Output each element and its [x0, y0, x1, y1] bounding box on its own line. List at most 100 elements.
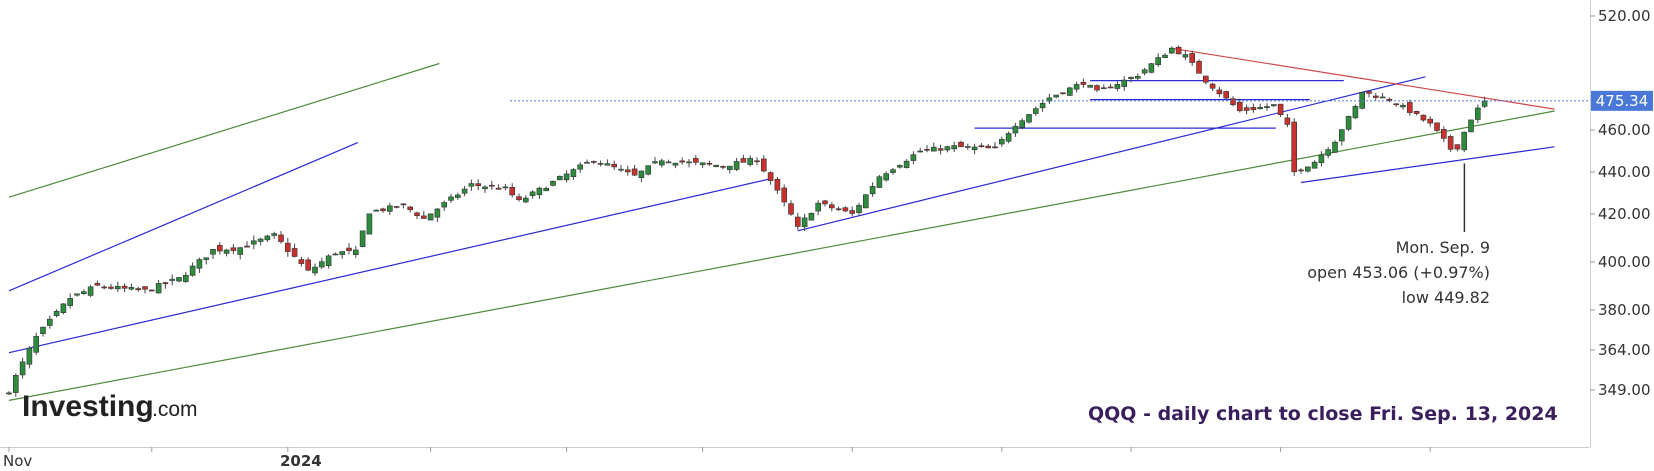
- candle: [781, 184, 788, 207]
- candle-body: [502, 186, 509, 189]
- candle-body: [1352, 106, 1359, 119]
- candle-body: [1128, 76, 1134, 79]
- candle: [155, 280, 162, 294]
- candle: [94, 280, 101, 286]
- candle-body: [890, 169, 896, 173]
- candle-body: [305, 259, 312, 271]
- candle-body: [1447, 136, 1454, 150]
- candle: [19, 357, 26, 379]
- candle-body: [196, 259, 203, 269]
- candle-body: [169, 278, 175, 281]
- candle: [563, 170, 570, 183]
- candle-body: [1461, 131, 1467, 151]
- candle: [366, 213, 373, 235]
- candle-body: [251, 240, 257, 245]
- candle: [468, 179, 475, 191]
- candle: [1475, 104, 1481, 124]
- trendline-blue: [1300, 146, 1555, 184]
- trendline-blue: [8, 142, 359, 292]
- candle-body: [1101, 87, 1107, 90]
- candle: [1339, 128, 1345, 146]
- candle: [210, 248, 216, 259]
- candle-body: [1169, 47, 1175, 54]
- candle-body: [726, 165, 733, 170]
- candle-body: [393, 206, 400, 208]
- candle-body: [380, 208, 386, 212]
- candle: [1053, 94, 1059, 99]
- y-axis-ticks: 520.00 460.00 440.00 420.00 400.00 380.00 364.…: [1590, 7, 1651, 399]
- candle-body: [1148, 63, 1155, 73]
- candle-body: [951, 145, 958, 150]
- candle-body: [958, 141, 964, 148]
- candle-body: [883, 173, 890, 181]
- candle: [1311, 160, 1318, 169]
- candle-body: [849, 210, 856, 214]
- candle: [808, 212, 815, 221]
- candle: [985, 144, 992, 149]
- candle-body: [1155, 57, 1161, 65]
- candle-body: [1407, 102, 1413, 113]
- candle-body: [801, 217, 808, 228]
- candle: [121, 283, 128, 292]
- candle: [1073, 81, 1080, 93]
- candle: [1352, 104, 1359, 120]
- candle-body: [230, 247, 237, 251]
- x-tick-marks: [8, 447, 1431, 452]
- candle: [1257, 103, 1263, 110]
- candle: [570, 168, 577, 180]
- candle: [278, 231, 284, 244]
- candle: [312, 263, 318, 276]
- candle-body: [788, 203, 794, 215]
- candle-body: [155, 283, 162, 294]
- candle-body: [318, 261, 325, 268]
- candle: [1230, 96, 1236, 107]
- candle-body: [1209, 83, 1216, 89]
- candle: [1169, 46, 1175, 54]
- candle-body: [284, 242, 291, 252]
- candle-body: [1257, 106, 1263, 110]
- candle: [284, 237, 291, 257]
- x-tick-nov: Nov: [3, 452, 32, 470]
- candle: [244, 241, 250, 248]
- candle: [251, 235, 257, 250]
- candle-body: [1033, 108, 1039, 114]
- candle-body: [203, 257, 209, 260]
- candle: [665, 159, 672, 164]
- candle-body: [6, 392, 12, 395]
- candle: [713, 164, 720, 168]
- candle: [461, 186, 468, 197]
- candle: [658, 158, 665, 168]
- candle: [1345, 115, 1352, 132]
- candle-body: [747, 158, 754, 165]
- candle: [1033, 106, 1039, 116]
- candle-body: [1162, 54, 1168, 58]
- candle: [1107, 83, 1114, 89]
- candle-body: [706, 162, 713, 165]
- candle: [352, 245, 359, 258]
- candle: [81, 289, 87, 295]
- logo-text: Investing: [22, 390, 154, 423]
- candle: [543, 186, 550, 192]
- candle: [1148, 62, 1155, 74]
- candle-body: [441, 202, 448, 208]
- candle: [964, 143, 971, 150]
- candle: [1005, 131, 1012, 144]
- candle: [597, 160, 604, 167]
- y-tick-label: 520.00: [1598, 7, 1651, 25]
- candle-body: [339, 251, 346, 255]
- candle: [1019, 118, 1026, 130]
- candle-body: [407, 206, 414, 211]
- candle-body: [67, 298, 73, 306]
- candle: [6, 391, 12, 396]
- candle: [1141, 67, 1148, 76]
- candle-body: [964, 146, 971, 148]
- candle-body: [1087, 85, 1093, 88]
- candle: [604, 159, 611, 166]
- candle-body: [1203, 75, 1209, 83]
- candle: [699, 162, 706, 169]
- candle: [1271, 104, 1277, 108]
- candle: [380, 207, 386, 213]
- candle: [529, 190, 536, 199]
- candle-body: [352, 249, 359, 255]
